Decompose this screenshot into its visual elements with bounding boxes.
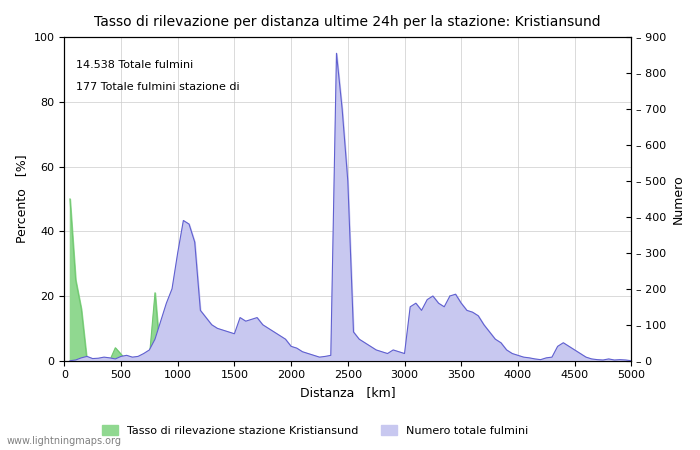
Legend: Tasso di rilevazione stazione Kristiansund, Numero totale fulmini: Tasso di rilevazione stazione Kristiansu… xyxy=(97,420,533,440)
X-axis label: Distanza   [km]: Distanza [km] xyxy=(300,386,396,399)
Title: Tasso di rilevazione per distanza ultime 24h per la stazione: Kristiansund: Tasso di rilevazione per distanza ultime… xyxy=(94,15,601,29)
Text: 177 Totale fulmini stazione di: 177 Totale fulmini stazione di xyxy=(76,82,239,92)
Text: 14.538 Totale fulmini: 14.538 Totale fulmini xyxy=(76,60,193,70)
Y-axis label: Numero: Numero xyxy=(672,174,685,224)
Text: www.lightningmaps.org: www.lightningmaps.org xyxy=(7,436,122,446)
Y-axis label: Percento   [%]: Percento [%] xyxy=(15,155,28,243)
